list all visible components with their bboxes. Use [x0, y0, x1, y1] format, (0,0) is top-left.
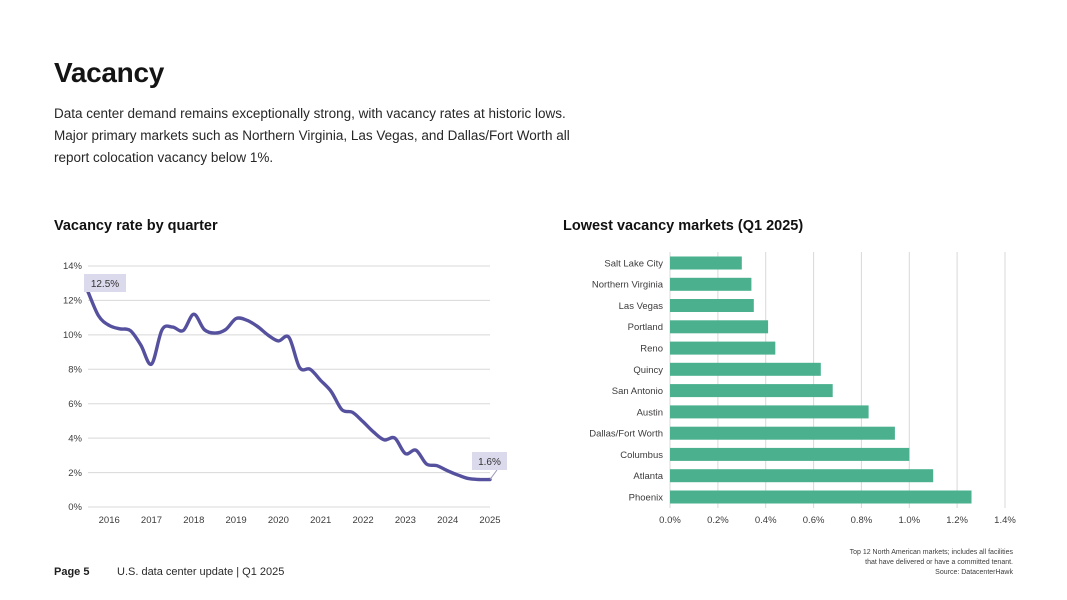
bar-category-label: San Antonio — [612, 386, 663, 397]
x-tick-label: 2023 — [395, 515, 416, 526]
vacancy-rate-line — [86, 290, 492, 482]
x-tick-label: 2018 — [183, 515, 204, 526]
intro-line: Major primary markets such as Northern V… — [54, 128, 570, 143]
intro-line: Data center demand remains exceptionally… — [54, 106, 566, 121]
bar — [670, 299, 754, 312]
y-tick-label: 8% — [68, 365, 82, 376]
bar — [670, 320, 769, 334]
x-tick-label: 2022 — [353, 515, 374, 526]
bar-category-label: Atlanta — [633, 471, 663, 482]
y-tick-label: 2% — [68, 468, 82, 479]
intro-text: Data center demand remains exceptionally… — [54, 103, 570, 169]
y-tick-label: 10% — [63, 330, 83, 341]
x-tick-label: 2025 — [479, 515, 500, 526]
x-tick-label: 2019 — [226, 515, 247, 526]
source-note-line: Top 12 North American markets; includes … — [849, 549, 1013, 556]
x-tick-label: 0.4% — [755, 515, 777, 526]
x-tick-label: 2017 — [141, 515, 162, 526]
x-tick-label: 2016 — [99, 515, 120, 526]
bar-category-label: Las Vegas — [619, 301, 664, 312]
bar — [670, 277, 752, 291]
end-annotation-label: 1.6% — [478, 457, 501, 468]
y-tick-label: 4% — [68, 433, 82, 444]
bar-category-label: Austin — [637, 407, 663, 418]
annotation-connector — [489, 469, 498, 480]
line-chart: 0% 2% 4% 6% 8% 10% 12% 14% 2016 2017 2018 2019 2020 2… — [63, 261, 507, 526]
source-note-line: Source: DatacenterHawk — [935, 569, 1013, 576]
y-tick-label: 14% — [63, 261, 83, 272]
bar-category-label: Phoenix — [629, 492, 664, 503]
source-note: Top 12 North American markets; includes … — [850, 548, 1013, 578]
bar — [670, 426, 895, 440]
start-annotation-label: 12.5% — [91, 279, 119, 290]
page-number: Page 5 — [54, 566, 90, 578]
x-tick-label: 0.2% — [707, 515, 729, 526]
footer-doc-title: U.S. data center update | Q1 2025 — [117, 566, 285, 578]
bar — [670, 256, 742, 270]
x-tick-label: 1.0% — [898, 515, 920, 526]
line-chart-title: Vacancy rate by quarter — [54, 218, 218, 234]
page-title: Vacancy — [54, 57, 164, 88]
start-annotation-box — [84, 274, 126, 292]
bar-category-label: Quincy — [633, 365, 663, 376]
bar-category-label: Salt Lake City — [604, 258, 663, 269]
end-annotation-box — [472, 452, 507, 470]
source-note-line: that have delivered or have a committed … — [865, 559, 1013, 566]
y-tick-label: 6% — [68, 399, 82, 410]
bar-category-label: Portland — [628, 322, 663, 333]
x-tick-label: 0.8% — [851, 515, 873, 526]
bar — [670, 469, 934, 483]
x-tick-label: 2024 — [437, 515, 458, 526]
x-tick-label: 1.2% — [946, 515, 968, 526]
x-tick-label: 0.0% — [659, 515, 681, 526]
x-tick-label: 2020 — [268, 515, 289, 526]
bar — [670, 384, 833, 398]
intro-line: report colocation vacancy below 1%. — [54, 150, 274, 165]
x-tick-label: 1.4% — [994, 515, 1016, 526]
bar-category-label: Columbus — [620, 450, 663, 461]
y-tick-label: 12% — [63, 296, 83, 307]
y-tick-label: 0% — [68, 502, 82, 513]
bar-chart-title: Lowest vacancy markets (Q1 2025) — [563, 218, 804, 234]
bar-category-label: Northern Virginia — [592, 280, 664, 291]
x-tick-label: 2021 — [310, 515, 331, 526]
bar — [670, 341, 776, 355]
bar — [670, 405, 869, 419]
bar — [670, 362, 821, 376]
x-tick-label: 0.6% — [803, 515, 825, 526]
bar-category-label: Dallas/Fort Worth — [589, 429, 663, 440]
bar — [670, 490, 972, 504]
bar-category-label: Reno — [640, 344, 663, 355]
bar-chart: 0.0% 0.2% 0.4% 0.6% 0.8% 1.0% 1.2% 1.4% Salt Lak… — [589, 252, 1016, 526]
page-footer: Page 5 U.S. data center update | Q1 2025 — [54, 566, 284, 578]
bar — [670, 447, 910, 461]
